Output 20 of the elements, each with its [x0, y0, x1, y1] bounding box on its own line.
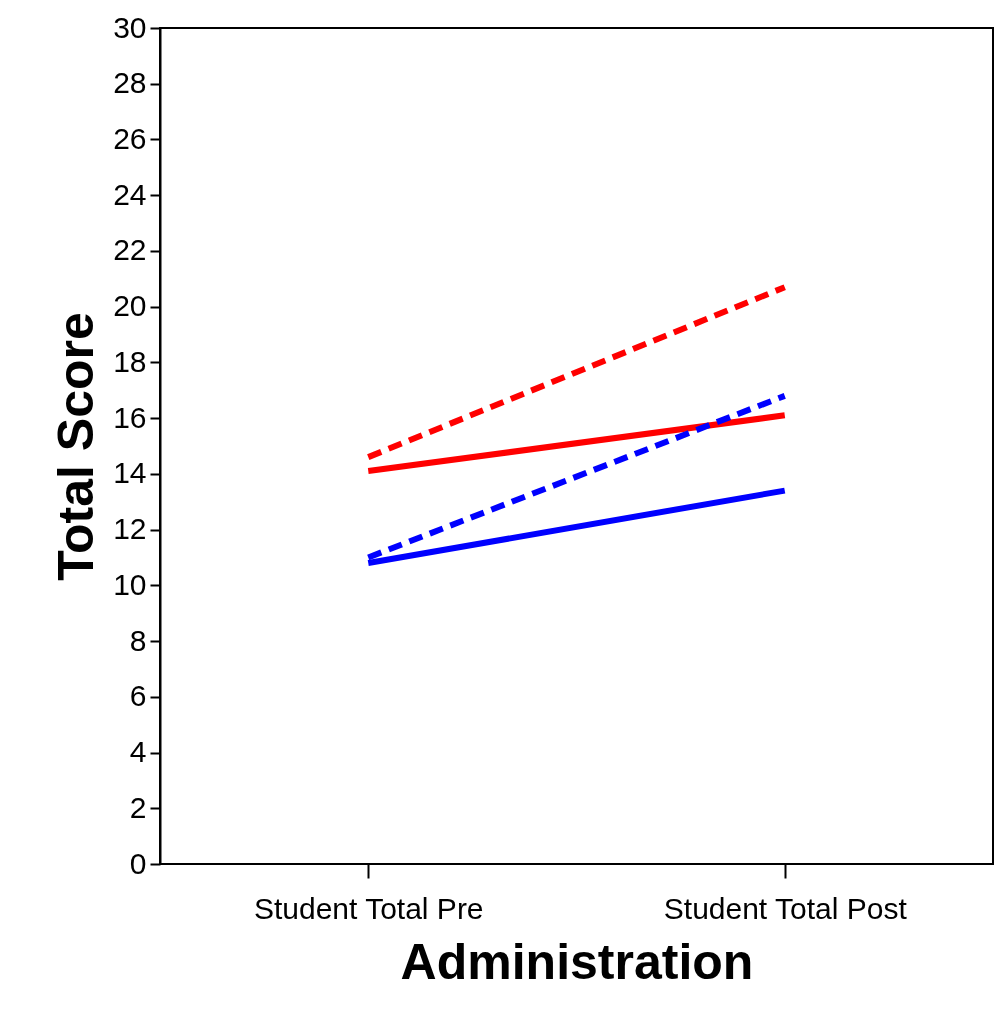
y-tick-label: 22: [113, 233, 147, 267]
y-tick-label: 16: [113, 400, 147, 434]
y-tick-label: 12: [113, 512, 147, 546]
y-tick-label: 18: [113, 344, 147, 378]
y-tick-label: 2: [129, 790, 147, 824]
y-tick-label: 20: [113, 289, 147, 323]
y-tick-label: 4: [129, 735, 147, 769]
y-tick-label: 10: [113, 567, 147, 601]
y-tick-label: 14: [113, 456, 147, 490]
y-tick-label: 24: [113, 177, 147, 211]
x-tick-label: Student Total Post: [663, 891, 908, 925]
y-tick-label: 6: [129, 679, 147, 713]
x-tick-label: Student Total Pre: [253, 891, 484, 925]
y-tick-label: 28: [113, 66, 147, 100]
x-axis-title: Administration: [400, 933, 754, 990]
y-tick-label: 8: [129, 623, 147, 657]
y-tick-label: 30: [113, 10, 147, 44]
y-tick-label: 0: [129, 846, 147, 880]
y-axis-title: Total Score: [48, 312, 105, 581]
y-tick-label: 26: [113, 121, 147, 155]
